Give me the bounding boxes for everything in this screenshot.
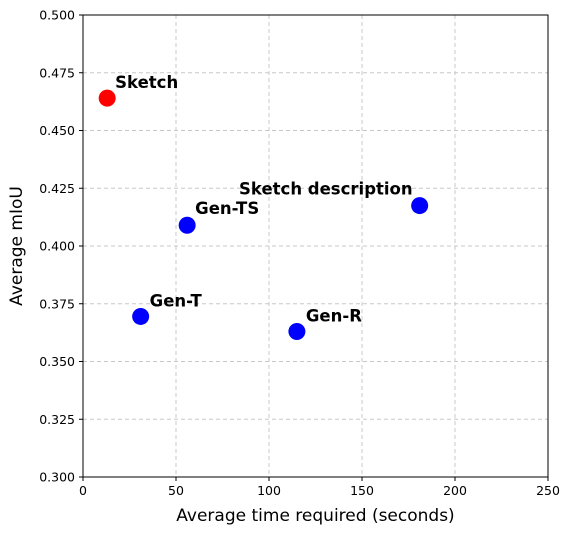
y-tick-label: 0.475	[39, 65, 75, 80]
point-label-sketch-description: Sketch description	[239, 180, 413, 199]
data-points	[98, 89, 429, 340]
point-label-sketch: Sketch	[115, 73, 178, 92]
y-tick-label: 0.300	[39, 470, 75, 485]
point-label-gen-r: Gen-R	[306, 306, 362, 325]
x-tick-label: 100	[257, 483, 281, 498]
plot-area-frame	[82, 14, 549, 478]
y-tick-label: 0.500	[39, 8, 75, 23]
y-axis-title: Average mIoU	[7, 186, 27, 306]
point-sketch	[98, 89, 116, 107]
x-tick-label: 50	[168, 483, 184, 498]
y-tick-label: 0.425	[39, 181, 75, 196]
x-tick-label: 150	[350, 483, 374, 498]
y-tick-label: 0.350	[39, 354, 75, 369]
y-tick-label: 0.400	[39, 239, 75, 254]
axis-ticks: 0 50 100 150 200 250 0.300 0.325 0.350 0.375 0.400…	[39, 8, 560, 499]
point-label-gen-t: Gen-T	[150, 291, 203, 310]
y-tick-label: 0.375	[39, 296, 75, 311]
y-tick-label: 0.325	[39, 412, 75, 427]
point-gen-t	[132, 307, 150, 325]
point-gen-ts	[178, 216, 196, 234]
x-axis-title: Average time required (seconds)	[176, 506, 454, 526]
point-label-gen-ts: Gen-TS	[195, 199, 259, 218]
y-tick-label: 0.450	[39, 123, 75, 138]
x-tick-label: 200	[443, 483, 467, 498]
point-gen-r	[288, 322, 306, 340]
x-tick-label: 250	[536, 483, 560, 498]
x-tick-label: 0	[79, 483, 87, 498]
point-sketch-description	[411, 197, 429, 215]
